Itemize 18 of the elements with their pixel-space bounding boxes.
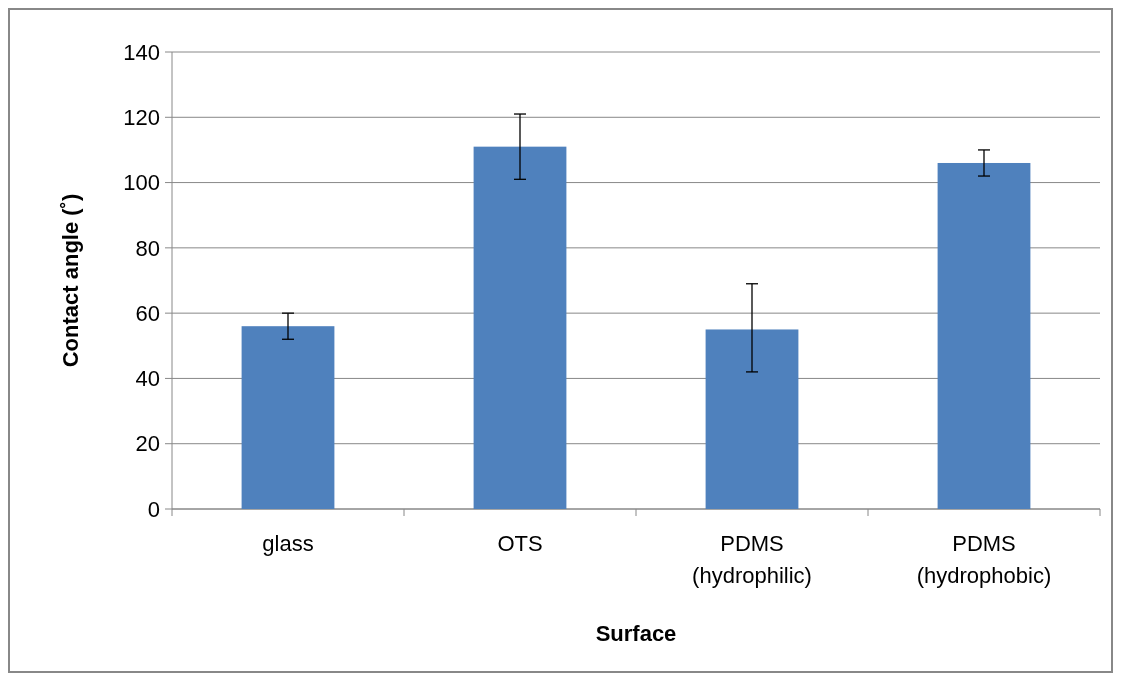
bar	[241, 326, 335, 509]
y-tick-label: 120	[123, 104, 160, 130]
y-tick-label: 20	[135, 431, 160, 457]
x-tick-label: PDMS (hydrophobic)	[916, 531, 1052, 588]
y-tick-label: 80	[135, 235, 160, 261]
y-tick-label: 40	[135, 366, 160, 392]
bar	[473, 146, 567, 509]
x-axis-title: Surface	[595, 621, 677, 646]
y-tick-label: 140	[123, 39, 160, 65]
y-tick-label: 100	[123, 170, 160, 196]
bar	[937, 162, 1031, 509]
y-axis-title: Contact angle (˚)	[58, 193, 83, 368]
x-tick-label: OTS	[497, 531, 543, 556]
y-tick-label: 60	[135, 300, 160, 326]
bar	[705, 329, 799, 509]
y-tick-label: 0	[147, 496, 160, 522]
x-tick-label: glass	[262, 531, 314, 556]
x-tick-label: PDMS (hydrophilic)	[692, 531, 812, 588]
